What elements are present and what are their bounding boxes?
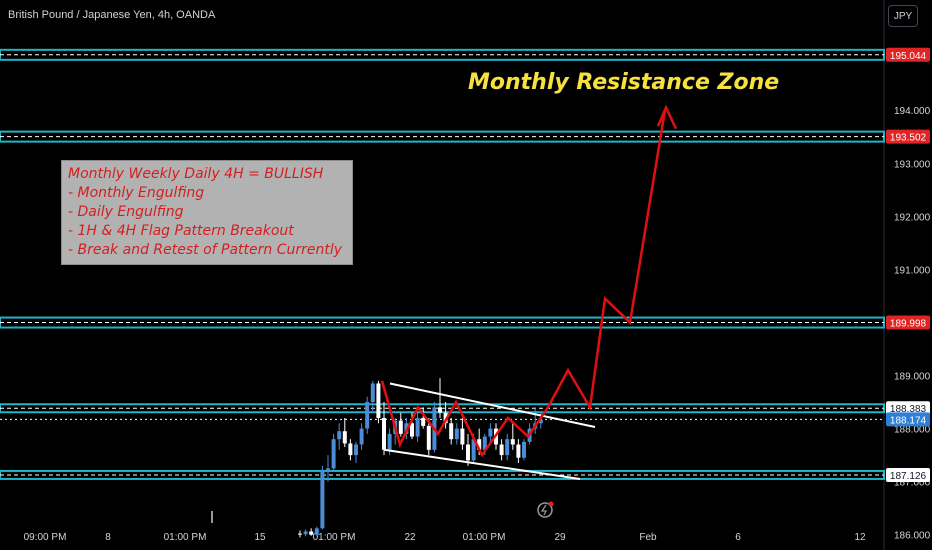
candle-body <box>359 428 364 445</box>
y-tick-label: 193.000 <box>894 159 931 170</box>
candle-body <box>538 419 543 424</box>
analysis-note: Monthly Weekly Daily 4H = BULLISH - Mont… <box>61 160 353 265</box>
candle-body <box>499 444 504 456</box>
x-tick-label: 6 <box>735 532 741 543</box>
candle-body <box>482 436 487 450</box>
flag-lower-line <box>383 448 581 480</box>
price-level-label: 188.174 <box>890 415 927 426</box>
price-level-label: 193.502 <box>890 133 927 144</box>
candle-body <box>376 383 381 418</box>
x-tick-label: 8 <box>105 532 111 543</box>
chart-title: British Pound / Japanese Yen, 4h, OANDA <box>8 9 216 21</box>
y-tick-label: 187.000 <box>894 478 931 489</box>
candle-body <box>370 383 375 403</box>
candle-body <box>466 444 470 461</box>
candle-body <box>382 417 386 450</box>
y-tick-label: 191.000 <box>894 265 931 276</box>
note-line: - Daily Engulfing <box>68 204 184 220</box>
candle-body <box>342 431 347 444</box>
resistance-zone-label: Monthly Resistance Zone <box>468 70 780 95</box>
candle-body <box>426 425 431 450</box>
price-level-label-bg <box>886 401 930 416</box>
candle-body <box>477 439 482 450</box>
candle-body <box>348 443 353 456</box>
price-level-label: 188.383 <box>890 404 927 415</box>
candle-body <box>460 428 465 445</box>
candle-body <box>454 428 459 440</box>
candle-body <box>337 431 342 440</box>
candle-body <box>488 428 493 437</box>
note-line: - Break and Retest of Pattern Currently <box>68 242 343 258</box>
price-level-label-bg <box>886 412 930 427</box>
x-tick-label: 01:00 PM <box>164 532 207 543</box>
candle-body <box>331 439 336 469</box>
notification-dot <box>548 501 554 507</box>
flag-upper-line <box>389 382 596 428</box>
price-level-label: 195.044 <box>890 51 927 62</box>
candle-body <box>354 444 358 456</box>
x-tick-label: 09:00 PM <box>24 532 67 543</box>
y-tick-label: 188.000 <box>894 425 931 436</box>
candle-body <box>505 439 510 456</box>
y-tick-label: 192.000 <box>894 212 931 223</box>
x-tick-label: 29 <box>554 532 566 543</box>
event-flash-icon <box>537 502 553 518</box>
candle-body <box>410 423 414 437</box>
x-tick-label: 01:00 PM <box>463 532 506 543</box>
candle-body <box>398 420 403 434</box>
candle-body <box>365 402 370 429</box>
x-tick-label: Feb <box>639 532 657 543</box>
candle-body <box>449 423 454 440</box>
y-tick-label: 194.000 <box>894 106 931 117</box>
x-tick-label: 22 <box>404 532 416 543</box>
candle-body <box>309 531 314 535</box>
projection-arrowhead <box>656 104 678 130</box>
bar-marker-icon <box>211 511 213 523</box>
candle-body <box>314 528 319 535</box>
candle-body <box>303 531 308 535</box>
candle-body <box>387 433 392 450</box>
candle-body <box>516 444 521 458</box>
price-level-label-bg <box>886 467 930 482</box>
candle-body <box>421 417 426 426</box>
candle-body <box>510 439 515 445</box>
price-level-label-bg <box>886 315 930 330</box>
candle-body <box>298 533 302 535</box>
price-level-label: 187.126 <box>890 471 927 482</box>
candle-body <box>471 439 476 461</box>
candle-body <box>438 407 442 413</box>
candle-body <box>326 468 330 472</box>
candle-body <box>320 471 325 529</box>
lightning-icon <box>540 504 548 516</box>
x-tick-label: 01:00 PM <box>313 532 356 543</box>
projection-path <box>380 110 667 458</box>
note-line: - Monthly Engulfing <box>68 185 205 201</box>
x-tick-label: 15 <box>254 532 266 543</box>
x-tick-label: 12 <box>854 532 866 543</box>
price-level-label: 189.998 <box>890 319 927 330</box>
note-line: - 1H & 4H Flag Pattern Breakout <box>68 223 294 239</box>
price-level-label-bg <box>886 47 930 62</box>
y-tick-label: 189.000 <box>894 372 931 383</box>
note-line: Monthly Weekly Daily 4H = BULLISH <box>68 166 324 182</box>
candle-body <box>522 441 526 458</box>
currency-button[interactable]: JPY <box>888 5 918 27</box>
price-level-label-bg <box>886 129 930 144</box>
y-tick-label: 186.000 <box>894 531 931 542</box>
candle-body <box>415 417 420 437</box>
